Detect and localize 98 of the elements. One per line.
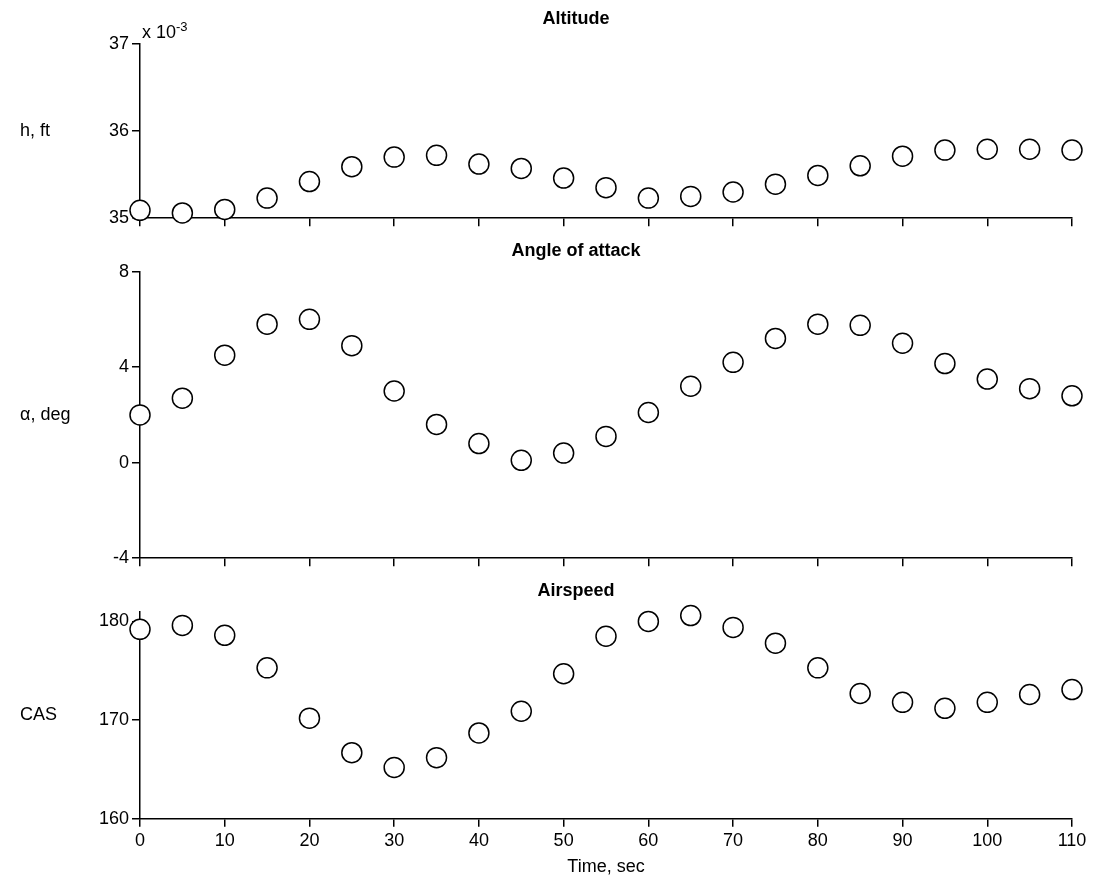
point [383,146,405,168]
point [383,380,405,402]
point [976,691,999,714]
point [129,404,151,426]
point [891,691,914,714]
y-axis-title: α, deg [20,403,71,424]
point [1018,377,1041,400]
point [341,155,363,178]
point [468,153,490,175]
point [298,170,321,193]
y-tick-label: 8 [118,260,129,281]
x-tick-label: 10 [214,829,235,850]
point [298,308,321,331]
point [764,327,787,350]
y-tick-label: 36 [108,119,129,140]
point [849,682,871,705]
point [468,432,490,455]
point [934,139,956,161]
point [468,722,490,744]
point [1018,138,1041,160]
x-tick-label: 80 [807,829,828,850]
point [425,746,448,769]
point [341,741,363,764]
point [1061,385,1083,407]
x-tick-label: 110 [1057,829,1087,850]
y-tick-label: 170 [98,709,129,730]
y-axis-title: CAS [20,704,58,725]
point [976,368,999,390]
x-tick-label: 90 [892,829,913,850]
x-tick-label: 0 [134,829,146,850]
chart-title: Airspeed [537,579,615,600]
point [341,334,363,357]
point [171,387,194,409]
point [510,449,533,472]
point [679,604,702,627]
y-tick-label: -4 [112,547,129,568]
x-tick-label: 30 [384,829,405,850]
point [849,314,871,337]
point [171,614,194,637]
y-tick-label: 0 [118,451,129,472]
point [764,173,787,195]
point [934,352,956,375]
point [722,181,744,203]
point [1018,683,1041,706]
x-tick-label: 50 [553,829,574,850]
chart-title: Angle of attack [511,239,642,260]
y-axis-title: h, ft [20,119,51,140]
y-tick-label: 160 [98,807,129,828]
y-tick-label: 4 [118,356,129,377]
point [256,657,278,679]
point [976,138,999,160]
point [595,425,617,448]
point [722,351,744,374]
x-axis-title: Time, sec [567,856,645,877]
point [891,145,914,167]
y-tick-label: 180 [98,610,129,631]
point [849,155,871,177]
point [552,167,575,189]
point [425,144,448,167]
point [425,413,448,436]
point [679,375,702,397]
x-tick-label: 20 [299,829,320,850]
x-tick-label: 60 [638,829,659,850]
y-tick-label: 35 [108,207,129,228]
point [129,618,151,641]
point [298,707,321,729]
point [637,610,660,633]
point [1061,678,1083,701]
point [129,199,151,222]
point [722,616,744,639]
x-tick-label: 100 [972,829,1003,850]
point [213,344,236,366]
point [256,187,278,209]
point [891,332,914,354]
point [637,401,660,424]
point [552,442,575,464]
point [934,697,956,720]
x-tick-label: 40 [468,829,489,850]
point [256,313,278,335]
x-tick-label: 70 [723,829,744,850]
point [595,625,617,648]
point [637,187,660,209]
point [807,313,829,335]
y-tick-label: 37 [108,32,129,53]
point [807,164,829,187]
point [171,202,194,224]
point [807,657,829,679]
point [595,176,617,199]
point [552,663,575,685]
chart-title: Altitude [542,7,610,28]
point [1061,139,1083,161]
point [510,157,533,180]
point [213,198,236,221]
point [764,632,787,654]
point [383,756,405,779]
point [213,624,236,647]
point [679,185,702,208]
point [510,700,533,722]
